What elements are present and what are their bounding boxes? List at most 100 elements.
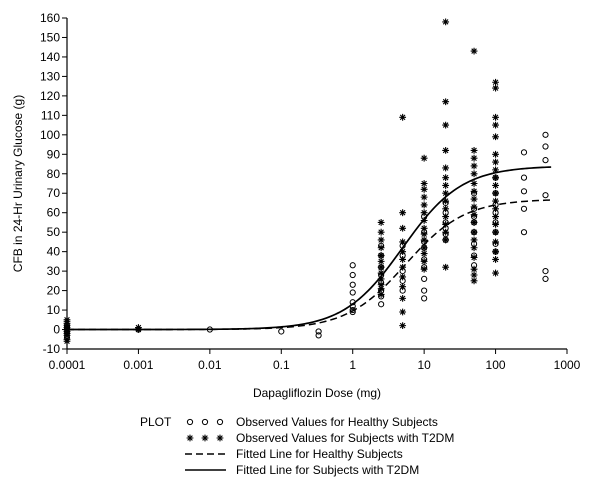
x-tick-label: 1	[349, 358, 356, 372]
t2dm-point	[492, 150, 499, 158]
t2dm-point	[135, 326, 142, 333]
t2dm-point	[470, 228, 478, 236]
t2dm-point	[492, 256, 499, 263]
y-tick-label: 80	[47, 167, 61, 181]
t2dm-point	[377, 257, 385, 265]
t2dm-point	[470, 277, 478, 285]
y-tick-label: 30	[47, 264, 61, 278]
t2dm-point	[470, 162, 478, 170]
y-tick-label: 40	[47, 245, 61, 259]
t2dm-point	[470, 254, 478, 261]
t2dm-point	[442, 189, 450, 197]
legend-healthy-marker	[186, 418, 194, 426]
t2dm-point	[442, 213, 450, 220]
t2dm-point	[470, 154, 478, 162]
t2dm-point	[420, 180, 428, 187]
t2dm-point	[442, 205, 450, 213]
t2dm-point	[470, 265, 478, 273]
t2dm-point	[492, 220, 499, 228]
t2dm-point	[377, 252, 385, 259]
healthy-point	[349, 299, 356, 306]
t2dm-point	[492, 197, 499, 205]
t2dm-point	[470, 147, 478, 154]
y-tick-label: 60	[47, 206, 61, 220]
t2dm-point	[492, 121, 499, 129]
t2dm-point	[377, 219, 385, 226]
t2dm-point	[420, 244, 428, 252]
y-tick-label: 130	[40, 69, 60, 83]
healthy-point	[542, 268, 549, 275]
healthy-point	[349, 262, 356, 269]
t2dm-point	[420, 154, 428, 162]
healthy-point	[349, 281, 356, 288]
t2dm-point	[399, 209, 407, 217]
t2dm-point	[492, 213, 499, 220]
healthy-point	[542, 157, 549, 164]
y-tick-label: 10	[47, 303, 61, 317]
plot-area	[63, 18, 552, 345]
t2dm-point	[420, 209, 428, 217]
t2dm-point	[492, 84, 499, 92]
t2dm-point	[420, 217, 428, 224]
x-tick-label: 0.1	[273, 358, 290, 372]
t2dm-point	[442, 98, 450, 106]
healthy-point	[520, 229, 528, 236]
t2dm-point	[399, 294, 407, 302]
t2dm-point	[442, 236, 450, 244]
t2dm-point	[377, 236, 385, 244]
t2dm-point	[442, 182, 450, 189]
t2dm-point	[377, 275, 385, 283]
healthy-point	[315, 332, 322, 339]
t2dm-point	[420, 224, 428, 232]
x-tick-label: 10	[417, 358, 431, 372]
t2dm-point	[399, 322, 407, 330]
healthy-point	[520, 205, 528, 212]
t2dm-point	[399, 248, 407, 256]
legend-entry-label: Fitted Line for Healthy Subjects	[236, 447, 403, 461]
y-tick-label: 140	[40, 50, 60, 64]
t2dm-point	[470, 187, 478, 195]
t2dm-point	[377, 263, 385, 271]
y-tick-label: 90	[47, 147, 61, 161]
y-tick-label: 120	[40, 89, 60, 103]
t2dm-fitted-line	[67, 166, 552, 331]
t2dm-point	[377, 244, 385, 252]
healthy-point	[542, 131, 549, 138]
t2dm-point	[420, 265, 428, 273]
t2dm-point	[377, 281, 385, 289]
healthy-point	[349, 303, 356, 310]
t2dm-point	[470, 244, 478, 252]
y-tick-label: 110	[41, 108, 60, 122]
t2dm-point	[442, 147, 450, 154]
t2dm-point	[492, 228, 499, 236]
y-axis-title: CFB in 24-Hr Urinary Glucose (g)	[11, 95, 25, 272]
healthy-point	[421, 287, 428, 294]
healthy-point	[278, 328, 285, 335]
healthy-point	[542, 143, 549, 150]
t2dm-point	[470, 203, 478, 211]
t2dm-point	[470, 219, 478, 226]
healthy-fitted-line	[67, 199, 552, 331]
t2dm-point	[399, 224, 407, 232]
t2dm-point	[399, 308, 407, 316]
t2dm-point	[492, 78, 499, 86]
t2dm-point	[492, 133, 499, 141]
t2dm-point	[492, 248, 499, 256]
healthy-point	[315, 328, 322, 335]
legend-entry-label: Observed Values for Healthy Subjects	[236, 415, 438, 429]
healthy-point	[542, 192, 549, 199]
y-tick-label: 0	[53, 323, 60, 337]
healthy-point	[421, 295, 428, 302]
t2dm-point	[442, 174, 450, 182]
t2dm-point	[470, 47, 478, 55]
healthy-point	[520, 174, 528, 181]
t2dm-point	[399, 283, 407, 291]
healthy-point	[349, 271, 356, 279]
t2dm-point	[420, 230, 428, 238]
legend-healthy-marker	[216, 418, 224, 426]
legend-title: PLOT	[140, 415, 172, 429]
legend-entry-label: Observed Values for Subjects with T2DM	[236, 431, 454, 445]
y-tick-label: -10	[43, 342, 61, 356]
legend-t2dm-marker	[186, 434, 194, 442]
